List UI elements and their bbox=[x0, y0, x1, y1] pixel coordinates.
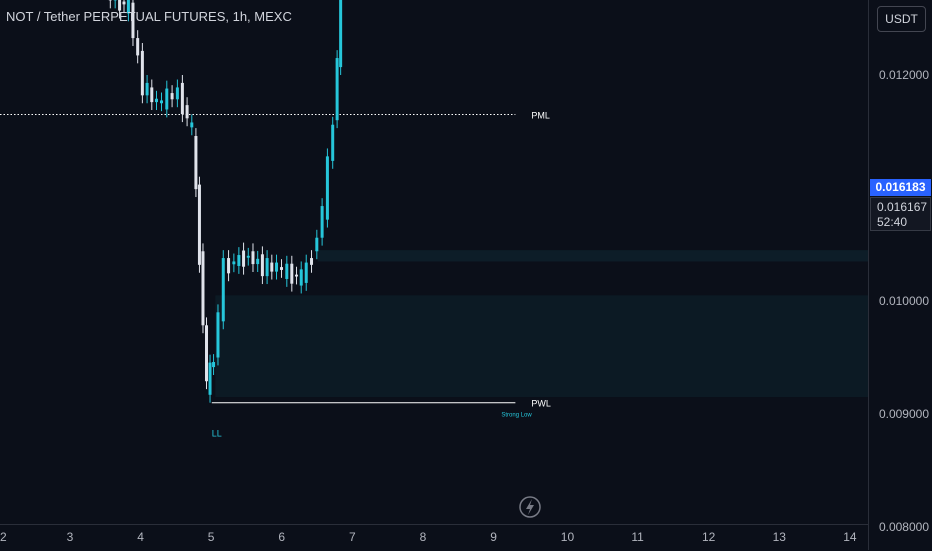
candle-body bbox=[339, 0, 342, 67]
candle-body bbox=[336, 58, 339, 120]
lightning-bolt-icon bbox=[526, 499, 534, 515]
candle-body bbox=[150, 87, 153, 102]
candle-body bbox=[136, 38, 139, 55]
live-price-tag: 0.016183 bbox=[870, 179, 931, 196]
time-tick: 9 bbox=[490, 530, 497, 544]
time-tick: 10 bbox=[561, 530, 574, 544]
time-tick: 2 bbox=[0, 530, 7, 544]
time-tick: 6 bbox=[278, 530, 285, 544]
level-label-pml: PML bbox=[531, 111, 550, 121]
candle-body bbox=[160, 100, 163, 103]
bar-countdown: 52:40 bbox=[877, 215, 930, 230]
candle-body bbox=[331, 125, 334, 161]
annotation-ll: LL bbox=[212, 429, 222, 439]
candle-body bbox=[290, 264, 293, 284]
candle-body bbox=[242, 251, 245, 267]
candle-body bbox=[141, 51, 144, 95]
candle-body bbox=[165, 89, 168, 110]
demand-zone bbox=[215, 295, 868, 397]
candle-body bbox=[261, 254, 264, 276]
time-tick: 4 bbox=[137, 530, 144, 544]
price-chart[interactable]: PDHWeak HighPWHPDLPMLPWLStrong LowCHoCHL… bbox=[0, 0, 868, 524]
chart-title: NOT / Tether PERPETUAL FUTURES, 1h, MEXC bbox=[6, 9, 292, 24]
time-tick: 13 bbox=[773, 530, 786, 544]
candle-body bbox=[194, 136, 197, 189]
time-tick: 14 bbox=[843, 530, 856, 544]
time-tick: 7 bbox=[349, 530, 356, 544]
candle-body bbox=[181, 83, 184, 114]
candle-body bbox=[247, 256, 250, 258]
time-tick: 5 bbox=[208, 530, 215, 544]
time-tick: 12 bbox=[702, 530, 715, 544]
price-axis[interactable]: USDT 0.0200000.0190000.0180000.0170000.0… bbox=[868, 0, 932, 550]
candle-body bbox=[305, 263, 308, 283]
chart-area[interactable]: PDHWeak HighPWHPDLPMLPWLStrong LowCHoCHL… bbox=[0, 0, 868, 524]
candle-body bbox=[155, 99, 158, 102]
candle-body bbox=[146, 83, 149, 95]
time-axis[interactable]: 2 3 4 5 6 7 8 9 10 11 12 13 14 bbox=[0, 524, 868, 551]
currency-button[interactable]: USDT bbox=[877, 6, 926, 32]
candle-body bbox=[190, 122, 193, 127]
cursor-price: 0.016167 bbox=[877, 200, 930, 215]
cursor-price-tag: 0.016167 52:40 bbox=[870, 197, 931, 231]
candle-body bbox=[275, 263, 278, 272]
candle-body bbox=[326, 156, 329, 219]
candle-body bbox=[321, 206, 324, 238]
candle-body bbox=[270, 263, 273, 272]
candle-body bbox=[266, 258, 269, 276]
candle-body bbox=[176, 87, 179, 99]
candle-body bbox=[222, 258, 225, 321]
candle-body bbox=[171, 93, 174, 99]
candle-body bbox=[310, 258, 313, 265]
candle-body bbox=[198, 185, 201, 265]
time-tick: 3 bbox=[67, 530, 74, 544]
price-tick: 0.008000 bbox=[879, 520, 929, 534]
candle-body bbox=[186, 105, 189, 118]
time-tick: 11 bbox=[631, 530, 643, 544]
demand-zone-thin bbox=[318, 250, 868, 261]
price-tick: 0.009000 bbox=[879, 407, 929, 421]
price-tick: 0.010000 bbox=[879, 294, 929, 308]
candle-body bbox=[300, 269, 303, 285]
candle-body bbox=[227, 258, 230, 273]
candle-body bbox=[212, 362, 215, 367]
candle-body bbox=[280, 267, 283, 270]
candle-body bbox=[209, 363, 212, 395]
level-label-pwl: PWL bbox=[531, 399, 551, 409]
candle-body bbox=[122, 2, 125, 5]
candle-body bbox=[251, 251, 254, 264]
candle-body bbox=[256, 259, 259, 264]
level-note-pwl: Strong Low bbox=[501, 413, 532, 419]
candle-body bbox=[315, 238, 318, 252]
candle-body bbox=[295, 275, 298, 277]
candle-body bbox=[205, 325, 208, 381]
time-tick: 8 bbox=[420, 530, 427, 544]
candle-body bbox=[285, 264, 288, 279]
price-tick: 0.012000 bbox=[879, 68, 929, 82]
candle-body bbox=[237, 255, 240, 266]
candle-body bbox=[216, 312, 219, 357]
candle-body bbox=[232, 261, 235, 264]
candle-body bbox=[201, 251, 204, 325]
